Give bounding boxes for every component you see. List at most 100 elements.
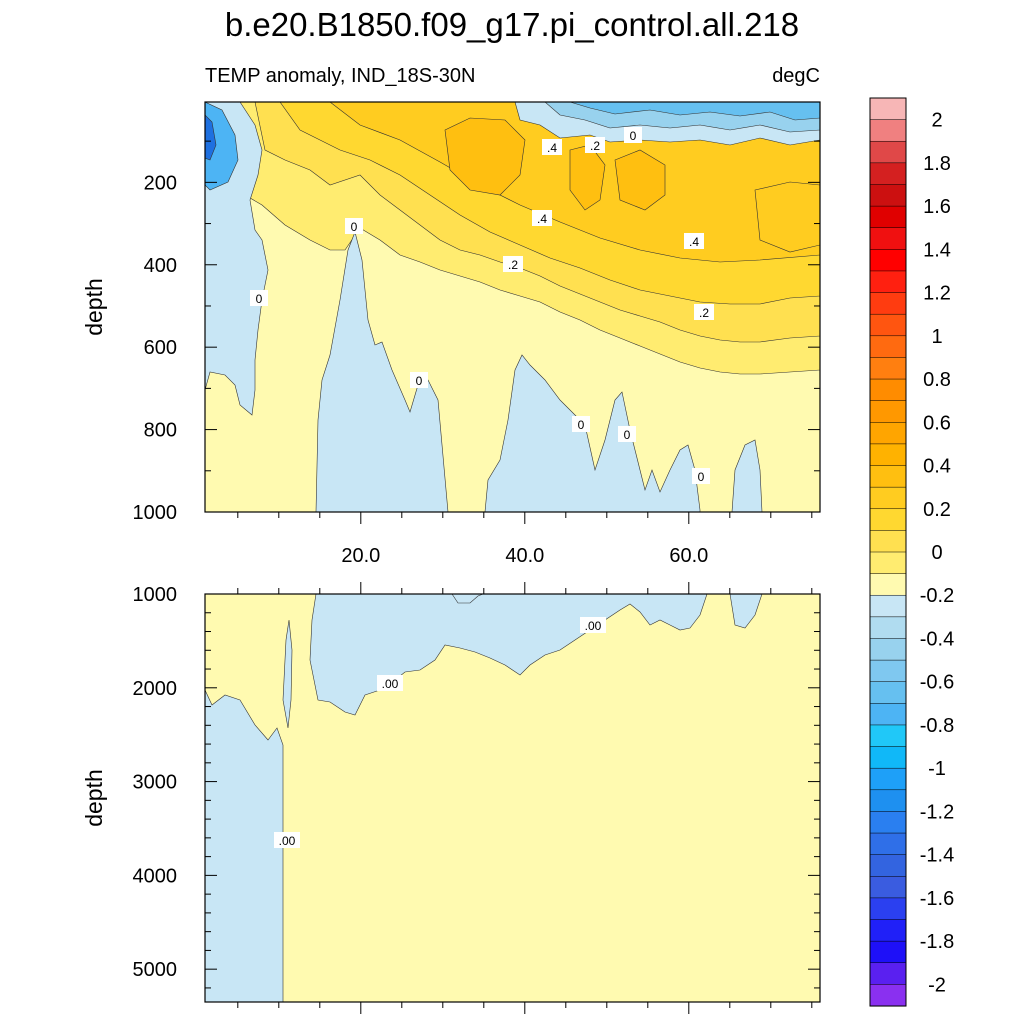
colorbar-box: [869, 789, 907, 812]
colorbar-box: [869, 140, 907, 164]
colorbar-box: [869, 594, 907, 618]
colorbar-label: -1.6: [920, 888, 954, 910]
colorbar-label: 2: [931, 110, 942, 132]
colorbar-box: [869, 486, 907, 510]
lower-panel: .00 .00 .00 1000 2000 3000 4000 5000 depth: [81, 582, 821, 1014]
upper-y-axis-label: depth: [81, 278, 107, 336]
upper-y-tick-label: 400: [144, 255, 177, 277]
upper-y-tick-label: 800: [144, 420, 177, 442]
colorbar-box: [869, 313, 907, 337]
upper-contour-label: 0: [624, 127, 642, 143]
colorbar-box: [869, 357, 907, 380]
lower-field: [205, 594, 820, 1002]
svg-text:.00: .00: [585, 619, 602, 633]
colorbar-box: [869, 767, 907, 791]
colorbar-box: [869, 184, 907, 207]
colorbar-label: -1.8: [920, 931, 954, 953]
colorbar-frame: [869, 97, 907, 1007]
lower-frame: [204, 593, 821, 1003]
lower-neg-left: [205, 689, 284, 1002]
colorbar-box: [869, 811, 907, 834]
colorbar-box: [869, 378, 907, 402]
svg-text:.4: .4: [547, 141, 557, 155]
lower-contour-label: .00: [274, 832, 300, 848]
colorbar-box: [869, 465, 907, 488]
colorbar-box: [869, 940, 907, 964]
colorbar-label: 0: [931, 542, 942, 564]
colorbar-box: [869, 919, 907, 942]
chart-title: b.e20.B1850.f09_g17.pi_control.all.218: [225, 6, 799, 43]
upper-contour-label: 0: [572, 416, 590, 432]
upper-contour-label: .2: [694, 304, 714, 320]
colorbar-box: [869, 400, 907, 423]
svg-text:0: 0: [630, 129, 637, 143]
upper-contour-label: 0: [345, 218, 363, 234]
lower-y-tick-label: 1000: [133, 584, 178, 606]
upper-field: [205, 102, 820, 512]
svg-text:0: 0: [624, 428, 631, 442]
lower-y-tick-label: 2000: [133, 678, 178, 700]
upper-x-tick-label: 40.0: [505, 545, 544, 567]
svg-text:0: 0: [698, 470, 705, 484]
subtitle-left: TEMP anomaly, IND_18S-30N: [205, 65, 475, 87]
upper-neg-left-deep: [205, 102, 239, 191]
lower-neg-upper: [309, 594, 763, 716]
colorbar-box: [869, 335, 907, 358]
colorbar-box: [869, 508, 907, 531]
colorbar-box: [869, 724, 907, 748]
colorbar-box: [869, 854, 907, 877]
upper-axes: 200 400 600 800 1000 20.0 40.0 60.0: [133, 140, 820, 567]
colorbar-label: -0.2: [920, 585, 954, 607]
upper-y-tick-label: 600: [144, 337, 177, 359]
colorbar-box: [869, 249, 907, 272]
colorbar-label: -2: [928, 974, 946, 996]
upper-blob-4: [754, 181, 820, 253]
lower-neg-sliver: [282, 619, 293, 729]
svg-text:.4: .4: [689, 235, 699, 249]
colorbar-box: [869, 897, 907, 921]
colorbar-label: 1.6: [923, 196, 951, 218]
upper-y-tick-label: 200: [144, 172, 177, 194]
colorbar-label: 0.6: [923, 412, 951, 434]
svg-text:.2: .2: [508, 258, 518, 272]
upper-contour-label: 0: [618, 426, 636, 442]
svg-text:0: 0: [351, 220, 358, 234]
lower-y-tick-label: 3000: [133, 772, 178, 794]
colorbar-box: [869, 659, 907, 683]
lower-y-tick-label: 4000: [133, 865, 178, 887]
svg-text:0: 0: [416, 374, 423, 388]
upper-contour-label: .2: [503, 256, 523, 272]
colorbar-box: [869, 962, 907, 985]
colorbar-label: -1: [928, 758, 946, 780]
lower-axes: 1000 2000 3000 4000 5000: [133, 582, 820, 1014]
colorbar-label: 0.4: [923, 456, 951, 478]
upper-contour-label: .4: [684, 233, 704, 249]
upper-neg-column-68: [731, 439, 763, 512]
colorbar-label: 0.2: [923, 499, 951, 521]
colorbar-box: [869, 746, 907, 769]
colorbar-box: [869, 551, 907, 575]
colorbar-box: [869, 638, 907, 661]
upper-blob-3: [614, 149, 666, 211]
upper-x-tick-label: 60.0: [669, 545, 708, 567]
lower-contour-label: .00: [377, 675, 403, 691]
colorbar-box: [869, 270, 907, 294]
colorbar-label: -0.4: [920, 628, 954, 650]
upper-contour-label: 0: [410, 372, 428, 388]
colorbar-box: [869, 832, 907, 856]
colorbar-label: 0.8: [923, 369, 951, 391]
colorbar-box: [869, 530, 907, 553]
colorbar-box: [869, 292, 907, 315]
upper-neg-column-40: [484, 354, 701, 512]
colorbar-label: 1.4: [923, 239, 951, 261]
colorbar-box: [869, 984, 907, 1007]
lower-neg-pocket: [451, 594, 484, 604]
lower-contour-labels: .00 .00 .00: [274, 617, 606, 848]
lower-contour-label: .00: [580, 617, 606, 633]
svg-text:.2: .2: [590, 139, 600, 153]
colorbar-label: -1.4: [920, 845, 954, 867]
lower-y-axis-label: depth: [81, 769, 107, 827]
upper-x-tick-label: 20.0: [341, 545, 380, 567]
svg-text:.2: .2: [699, 306, 709, 320]
